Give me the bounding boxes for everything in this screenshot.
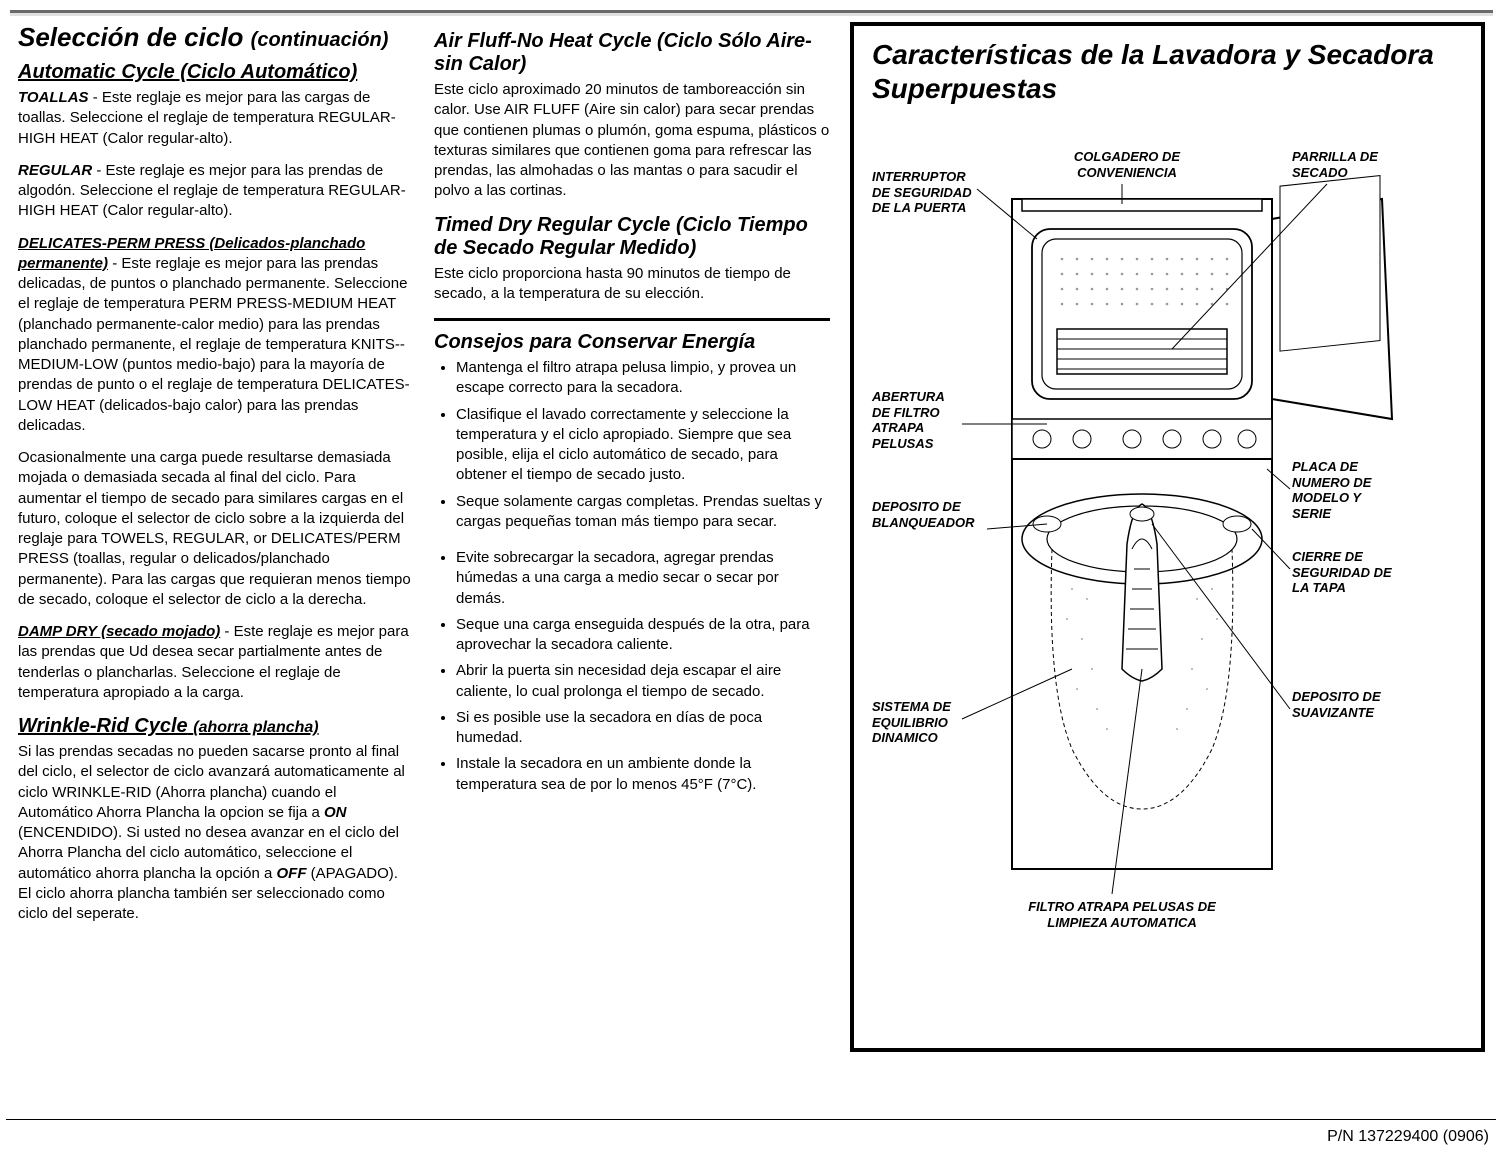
tip-item: Evite sobrecargar la secadora, agregar p…	[456, 548, 830, 609]
heading-airfluff: Air Fluff-No Heat Cycle (Ciclo Sólo Aire…	[434, 30, 830, 76]
label-deposito-su: DEPOSITO DE SUAVIZANTE	[1292, 689, 1392, 720]
label-deposito-bl: DEPOSITO DE BLANQUEADOR	[872, 499, 992, 530]
tip-item: Instale la secadora en un ambiente donde…	[456, 754, 830, 795]
tip-item: Abrir la puerta sin necesidad deja escap…	[456, 661, 830, 702]
heading-timed: Timed Dry Regular Cycle (Ciclo Tiempo de…	[434, 214, 830, 260]
tips-list: Mantenga el filtro atrapa pelusa limpio,…	[434, 358, 830, 532]
col1-title: Selección de ciclo (continuación)	[18, 22, 414, 53]
tip-item: Seque una carga enseguida después de la …	[456, 615, 830, 656]
label-placa: PLACA DE NUMERO DE MODELO Y SERIE	[1292, 459, 1392, 521]
lead-toallas: TOALLAS	[18, 89, 89, 106]
label-interruptor: INTERRUPTOR DE SEGURIDAD DE LA PUERTA	[872, 169, 982, 216]
para-regular: REGULAR - Este reglaje es mejor para las…	[18, 161, 414, 222]
column-3-features: Características de la Lavadora y Secador…	[850, 22, 1485, 1052]
label-sistema: SISTEMA DE EQUILIBRIO DINAMICO	[872, 699, 962, 746]
para-toallas: TOALLAS - Este reglaje es mejor para las…	[18, 88, 414, 149]
page-content: Selección de ciclo (continuación) Automa…	[10, 22, 1493, 1052]
para-damp: DAMP DRY (secado mojado) - Este reglaje …	[18, 622, 414, 703]
heading-tips: Consejos para Conservar Energía	[434, 331, 830, 354]
label-filtro: FILTRO ATRAPA PELUSAS DE LIMPIEZA AUTOMA…	[1012, 899, 1232, 930]
tips-list-2: Evite sobrecargar la secadora, agregar p…	[434, 548, 830, 795]
para-delicates: DELICATES-PERM PRESS (Delicados-planchad…	[18, 234, 414, 437]
para-timed: Este ciclo proporciona hasta 90 minutos …	[434, 264, 830, 305]
heading-automatic: Automatic Cycle (Ciclo Automático)	[18, 61, 414, 84]
wr-off: OFF	[277, 865, 307, 882]
tip-item: Clasifique el lavado correctamente y sel…	[456, 405, 830, 486]
para-air: Este ciclo aproximado 20 minutos de tamb…	[434, 80, 830, 202]
lead-damp: DAMP DRY (secado mojado)	[18, 623, 220, 640]
label-colgadero: COLGADERO DE CONVENIENCIA	[1062, 149, 1192, 180]
txt-del: - Este reglaje es mejor para las prendas…	[18, 255, 410, 434]
wrinkle-text: Wrinkle-Rid Cycle	[18, 715, 188, 737]
tip-item: Seque solamente cargas completas. Prenda…	[456, 492, 830, 533]
title-text: Selección de ciclo	[18, 22, 243, 52]
label-parrilla: PARRILLA DE SECADO	[1292, 149, 1382, 180]
tip-item: Si es posible use la secadora en días de…	[456, 708, 830, 749]
heading-wrinkle: Wrinkle-Rid Cycle (ahorra plancha)	[18, 715, 414, 738]
footer-pn: P/N 137229400 (0906)	[1327, 1128, 1489, 1146]
footer-rule	[6, 1119, 1496, 1120]
label-abertura: ABERTURA DE FILTRO ATRAPA PELUSAS	[872, 389, 962, 451]
tip-item: Mantenga el filtro atrapa pelusa limpio,…	[456, 358, 830, 399]
top-border	[10, 10, 1493, 16]
label-cierre: CIERRE DE SEGURIDAD DE LA TAPA	[1292, 549, 1392, 596]
para-wrinkle: Si las prendas secadas no pueden sacarse…	[18, 742, 414, 924]
para-occ: Ocasionalmente una carga puede resultars…	[18, 448, 414, 610]
lead-regular: REGULAR	[18, 162, 92, 179]
wr-on: ON	[324, 804, 347, 821]
features-title: Características de la Lavadora y Secador…	[872, 38, 1463, 105]
title-sub: (continuación)	[251, 29, 389, 51]
appliance-diagram: INTERRUPTOR DE SEGURIDAD DE LA PUERTA CO…	[872, 129, 1468, 979]
column-1: Selección de ciclo (continuación) Automa…	[18, 22, 414, 1052]
divider	[434, 318, 830, 321]
column-2: Air Fluff-No Heat Cycle (Ciclo Sólo Aire…	[434, 22, 830, 1052]
wrinkle-sub: (ahorra plancha)	[193, 719, 318, 736]
